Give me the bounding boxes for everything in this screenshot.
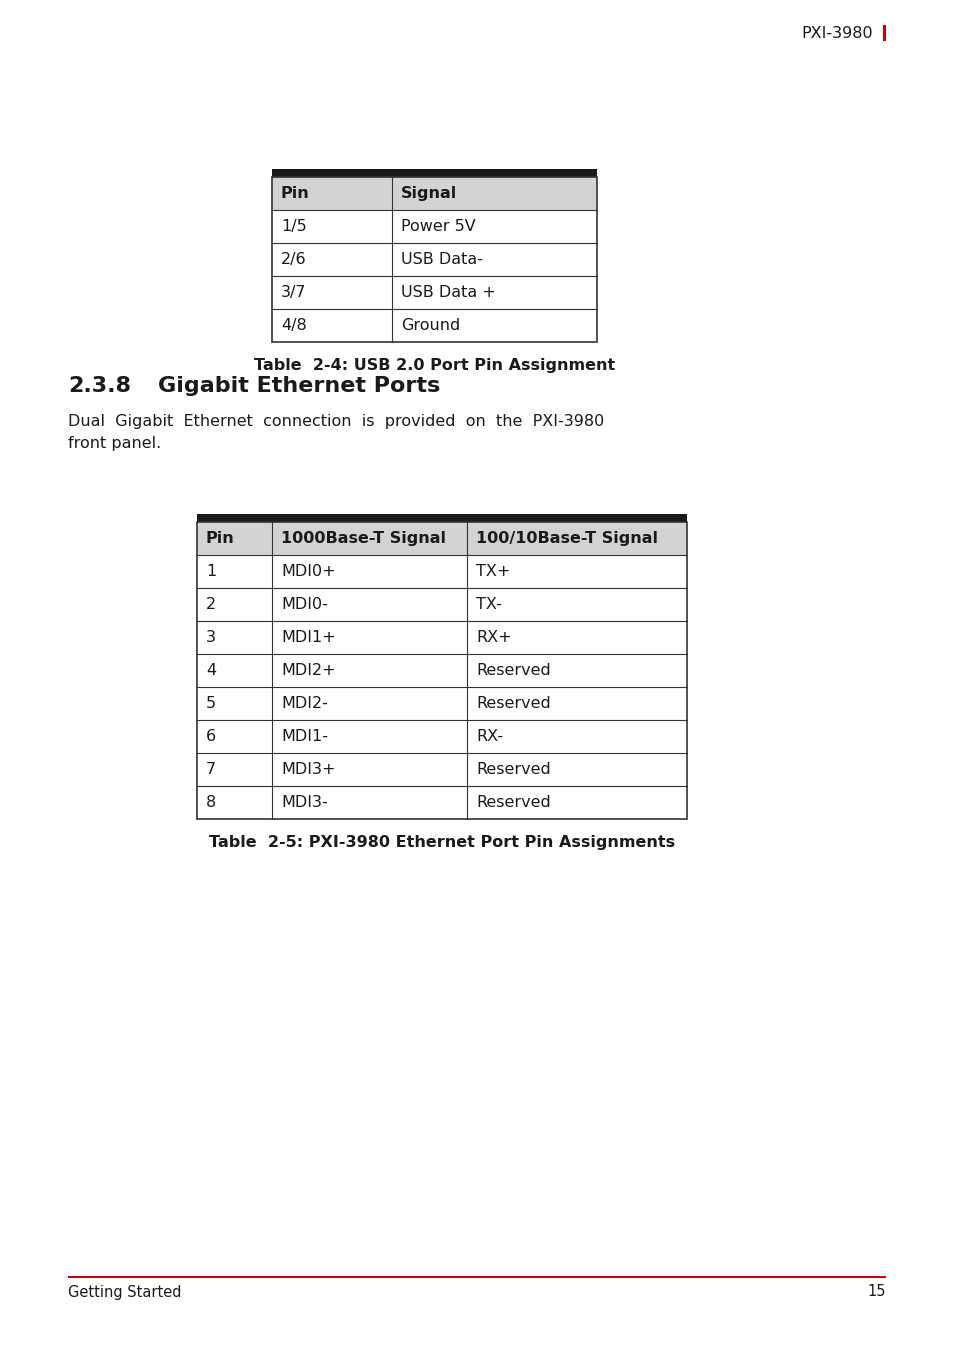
Bar xyxy=(196,787,686,819)
Text: Reserved: Reserved xyxy=(476,762,550,777)
Text: TX+: TX+ xyxy=(476,565,510,580)
Text: 6: 6 xyxy=(206,728,216,743)
Bar xyxy=(272,177,597,343)
Bar xyxy=(196,523,686,555)
Text: 2/6: 2/6 xyxy=(281,252,306,267)
Text: 100/10Base-T Signal: 100/10Base-T Signal xyxy=(476,531,658,546)
Text: Gigabit Ethernet Ports: Gigabit Ethernet Ports xyxy=(158,376,439,395)
Text: MDI0-: MDI0- xyxy=(281,597,328,612)
Bar xyxy=(196,720,686,753)
Text: MDI2-: MDI2- xyxy=(281,696,328,711)
Text: RX-: RX- xyxy=(476,728,502,743)
Bar xyxy=(882,24,885,41)
Text: 1: 1 xyxy=(206,565,216,580)
Text: 15: 15 xyxy=(866,1285,885,1300)
Text: Table  2-5: PXI-3980 Ethernet Port Pin Assignments: Table 2-5: PXI-3980 Ethernet Port Pin As… xyxy=(209,835,675,850)
Bar xyxy=(196,523,686,819)
Bar xyxy=(196,555,686,588)
Text: MDI3+: MDI3+ xyxy=(281,762,335,777)
Text: Reserved: Reserved xyxy=(476,795,550,810)
Text: 7: 7 xyxy=(206,762,216,777)
Bar xyxy=(196,515,686,523)
Text: 2.3.8: 2.3.8 xyxy=(68,376,131,395)
Text: MDI1-: MDI1- xyxy=(281,728,328,743)
Text: USB Data +: USB Data + xyxy=(400,284,496,301)
Text: Reserved: Reserved xyxy=(476,696,550,711)
Text: 3/7: 3/7 xyxy=(281,284,306,301)
Bar xyxy=(196,654,686,686)
Text: 1/5: 1/5 xyxy=(281,219,307,234)
Bar xyxy=(196,753,686,787)
Text: Table  2-4: USB 2.0 Port Pin Assignment: Table 2-4: USB 2.0 Port Pin Assignment xyxy=(253,357,615,372)
Bar xyxy=(272,309,597,343)
Text: 8: 8 xyxy=(206,795,216,810)
Bar xyxy=(272,177,597,210)
Text: 4: 4 xyxy=(206,663,216,678)
Text: 3: 3 xyxy=(206,630,215,645)
Text: TX-: TX- xyxy=(476,597,501,612)
Text: MDI0+: MDI0+ xyxy=(281,565,335,580)
Text: RX+: RX+ xyxy=(476,630,511,645)
Text: MDI3-: MDI3- xyxy=(281,795,328,810)
Text: Power 5V: Power 5V xyxy=(400,219,476,234)
Text: USB Data-: USB Data- xyxy=(400,252,482,267)
Text: MDI1+: MDI1+ xyxy=(281,630,335,645)
Text: Pin: Pin xyxy=(206,531,234,546)
Bar xyxy=(196,621,686,654)
Bar xyxy=(272,169,597,177)
Text: PXI-3980: PXI-3980 xyxy=(801,27,872,42)
Text: Reserved: Reserved xyxy=(476,663,550,678)
Bar xyxy=(196,686,686,720)
Text: Dual  Gigabit  Ethernet  connection  is  provided  on  the  PXI-3980: Dual Gigabit Ethernet connection is prov… xyxy=(68,414,603,429)
Text: Getting Started: Getting Started xyxy=(68,1285,181,1300)
Text: 1000Base-T Signal: 1000Base-T Signal xyxy=(281,531,446,546)
Text: 5: 5 xyxy=(206,696,216,711)
Text: 4/8: 4/8 xyxy=(281,318,307,333)
Bar xyxy=(272,276,597,309)
Bar xyxy=(272,210,597,242)
Bar xyxy=(196,588,686,621)
Text: MDI2+: MDI2+ xyxy=(281,663,335,678)
Text: front panel.: front panel. xyxy=(68,436,161,451)
Bar xyxy=(272,242,597,276)
Text: Ground: Ground xyxy=(400,318,459,333)
Bar xyxy=(68,1275,885,1278)
Text: 2: 2 xyxy=(206,597,216,612)
Text: Signal: Signal xyxy=(400,185,456,200)
Text: Pin: Pin xyxy=(281,185,310,200)
